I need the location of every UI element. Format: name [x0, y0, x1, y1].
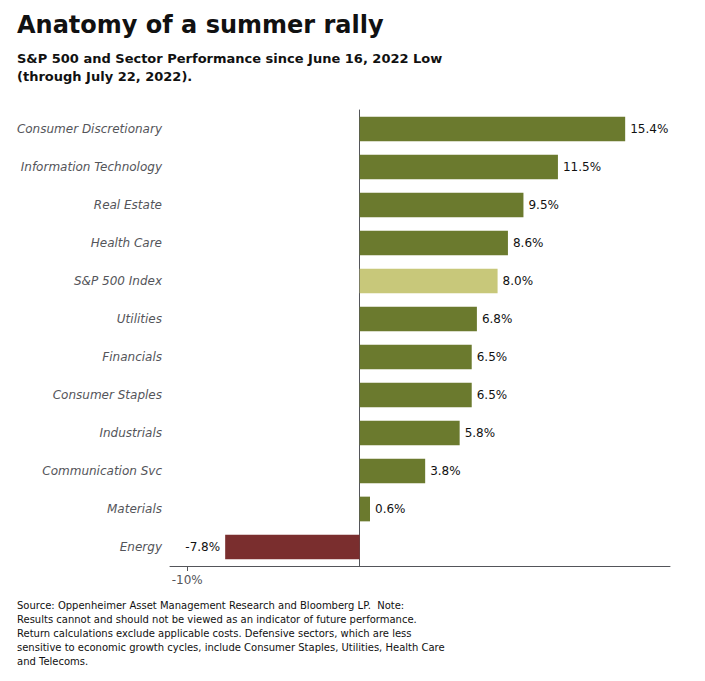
svg-text:Consumer Staples: Consumer Staples — [53, 388, 162, 402]
svg-text:6.8%: 6.8% — [482, 312, 513, 326]
svg-text:Anatomy of a summer rally: Anatomy of a summer rally — [17, 11, 384, 39]
svg-text:Source: Oppenheimer Asset Mana: Source: Oppenheimer Asset Management Res… — [17, 600, 404, 611]
svg-text:11.5%: 11.5% — [563, 160, 601, 174]
svg-text:5.8%: 5.8% — [465, 426, 496, 440]
svg-text:Real Estate: Real Estate — [94, 198, 162, 212]
svg-text:6.5%: 6.5% — [477, 388, 508, 402]
svg-text:Results cannot and should not: Results cannot and should not be viewed … — [17, 614, 417, 625]
svg-text:S&P 500 Index: S&P 500 Index — [74, 274, 163, 288]
svg-text:Utilities: Utilities — [117, 312, 162, 326]
svg-text:sensitive to economic growth c: sensitive to economic growth cycles, inc… — [17, 642, 445, 653]
svg-text:Return calculations exclude ap: Return calculations exclude applicable c… — [17, 628, 412, 639]
svg-text:(through July 22, 2022).: (through July 22, 2022). — [17, 69, 192, 84]
svg-text:Financials: Financials — [102, 350, 162, 364]
svg-text:Information Technology: Information Technology — [21, 160, 163, 174]
svg-text:8.6%: 8.6% — [513, 236, 544, 250]
svg-text:6.5%: 6.5% — [477, 350, 508, 364]
svg-text:9.5%: 9.5% — [528, 198, 559, 212]
svg-text:Consumer Discretionary: Consumer Discretionary — [17, 122, 163, 136]
svg-text:and Telecoms.: and Telecoms. — [17, 656, 88, 667]
svg-text:Energy: Energy — [120, 540, 163, 554]
svg-text:Materials: Materials — [107, 502, 162, 516]
svg-text:Industrials: Industrials — [99, 426, 162, 440]
svg-text:-10%: -10% — [172, 573, 203, 587]
svg-text:Communication Svc: Communication Svc — [42, 464, 162, 478]
svg-text:8.0%: 8.0% — [503, 274, 533, 288]
svg-text:15.4%: 15.4% — [630, 122, 668, 136]
svg-text:S&P 500 and Sector Performance: S&P 500 and Sector Performance since Jun… — [17, 51, 442, 66]
svg-text:0.6%: 0.6% — [375, 502, 406, 516]
svg-text:3.8%: 3.8% — [430, 464, 461, 478]
svg-text:-7.8%: -7.8% — [185, 540, 220, 554]
svg-text:Health Care: Health Care — [91, 236, 162, 250]
